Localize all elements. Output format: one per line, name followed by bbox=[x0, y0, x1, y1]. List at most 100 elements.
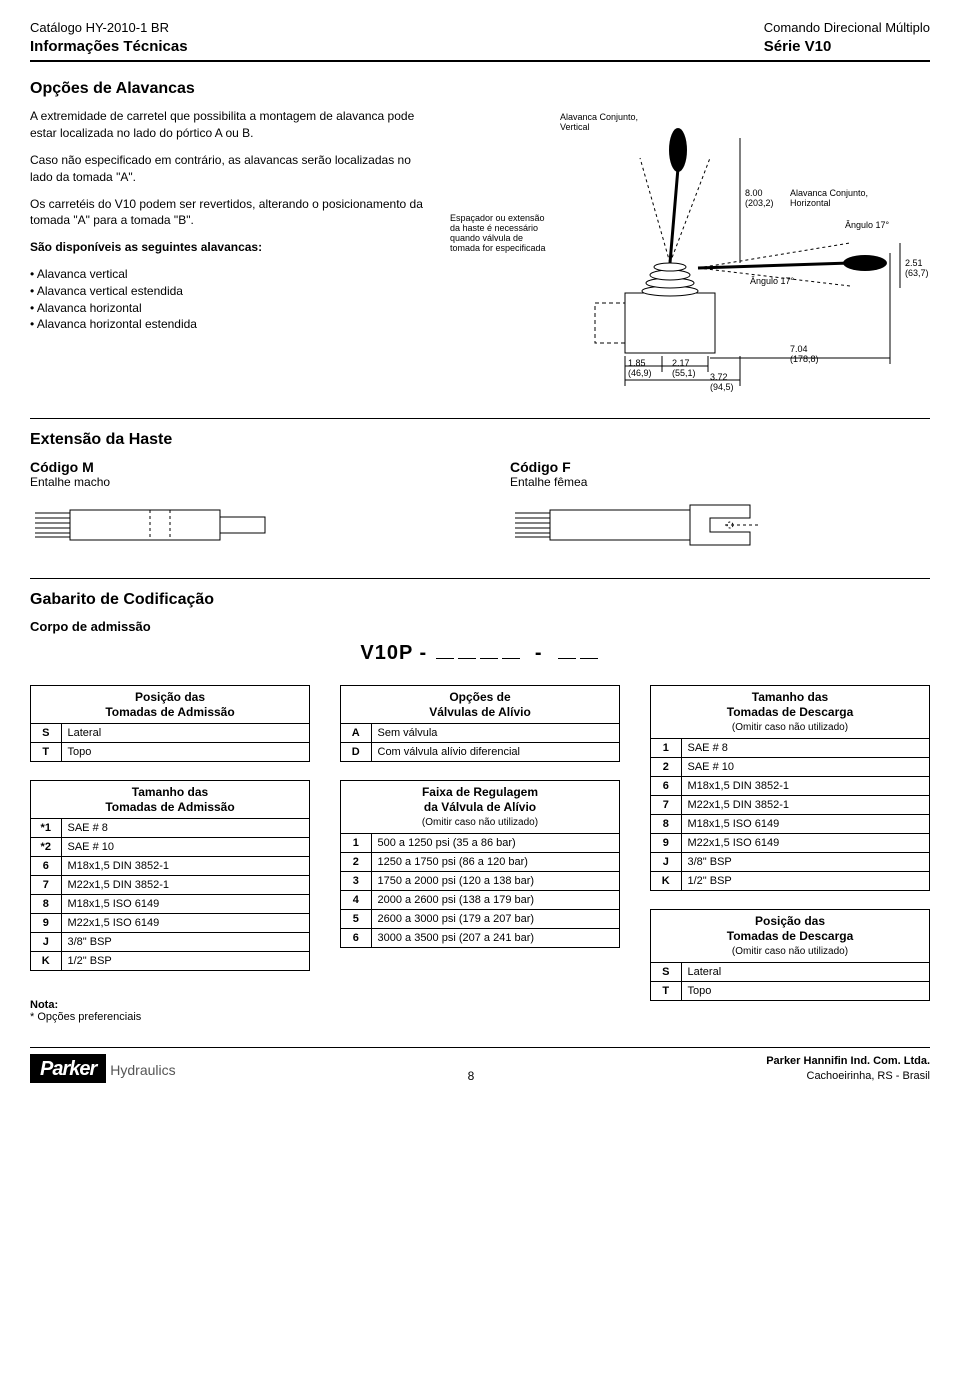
header-right: Comando Direcional Múltiplo Série V10 bbox=[764, 20, 930, 56]
cell: M18x1,5 ISO 6149 bbox=[681, 815, 929, 834]
opcoes-p4: São disponíveis as seguintes alavancas: bbox=[30, 239, 430, 256]
cell: M22x1,5 DIN 3852-1 bbox=[61, 875, 309, 894]
code-tables: Posição das Tomadas de Admissão SLateral… bbox=[30, 685, 930, 1023]
gabarito-sub: Corpo de admissão bbox=[30, 619, 930, 634]
bullet: Alavanca vertical bbox=[30, 266, 430, 283]
cell: 3/8" BSP bbox=[681, 853, 929, 872]
cell: K bbox=[651, 872, 681, 891]
dim-185: 1.85 (46,9) bbox=[628, 358, 652, 378]
cell: 1/2" BSP bbox=[61, 951, 309, 970]
cell: 2600 a 3000 psi (179 a 207 bar) bbox=[371, 909, 619, 928]
cell: J bbox=[31, 932, 61, 951]
codcol-3: Tamanho das Tomadas de Descarga (Omitir … bbox=[650, 685, 930, 1001]
cell: M22x1,5 ISO 6149 bbox=[681, 834, 929, 853]
page-header: Catálogo HY-2010-1 BR Informações Técnic… bbox=[30, 20, 930, 62]
cod-f-sub: Entalhe fêmea bbox=[510, 475, 930, 489]
dim-704: 7.04 (178,8) bbox=[790, 344, 819, 364]
lbl-conj-horizontal: Alavanca Conjunto, Horizontal bbox=[790, 188, 868, 208]
bullet: Alavanca horizontal estendida bbox=[30, 316, 430, 333]
cod-f-title: Código F bbox=[510, 459, 930, 475]
lbl-conj-vertical: Alavanca Conjunto, Vertical bbox=[560, 112, 638, 132]
femea-diagram bbox=[510, 495, 790, 555]
codcol-2: Opções de Válvulas de Alívio ASem válvul… bbox=[340, 685, 620, 948]
cell: 7 bbox=[651, 796, 681, 815]
tbl-tam-desc: Tamanho das Tomadas de Descarga (Omitir … bbox=[650, 685, 930, 891]
cell: M18x1,5 DIN 3852-1 bbox=[681, 777, 929, 796]
tbl-title: Posição das Tomadas de Descarga (Omitir … bbox=[651, 910, 929, 963]
cod-m-title: Código M bbox=[30, 459, 450, 475]
cell: 8 bbox=[31, 894, 61, 913]
hydraulics-label: Hydraulics bbox=[110, 1062, 175, 1078]
nota-text: * Opções preferenciais bbox=[30, 1011, 141, 1023]
page-number: 8 bbox=[468, 1069, 475, 1083]
code-prefix: V10P - bbox=[360, 642, 427, 664]
tbl-title-text: Tamanho das Tomadas de Descarga bbox=[727, 690, 854, 718]
tbl-title-text: Faixa de Regulagem da Válvula de Alívio bbox=[422, 785, 538, 813]
series: Série V10 bbox=[764, 37, 930, 57]
cell: M18x1,5 DIN 3852-1 bbox=[61, 856, 309, 875]
tbl-pos-adm: Posição das Tomadas de Admissão SLateral… bbox=[30, 685, 310, 762]
tbl-title: Posição das Tomadas de Admissão bbox=[31, 686, 309, 724]
section-gabarito-title: Gabarito de Codificação bbox=[30, 591, 930, 609]
cell: 2 bbox=[341, 852, 371, 871]
opcoes-p2: Caso não especificado em contrário, as a… bbox=[30, 152, 430, 186]
dim-800: 8.00 (203,2) bbox=[745, 188, 774, 208]
cell: Topo bbox=[681, 981, 929, 1000]
cell: 6 bbox=[341, 928, 371, 947]
tbl-title: Tamanho das Tomadas de Admissão bbox=[31, 781, 309, 819]
section-opcoes-title: Opções de Alavancas bbox=[30, 80, 930, 98]
cell: *2 bbox=[31, 837, 61, 856]
catalog-id: Catálogo HY-2010-1 BR bbox=[30, 20, 188, 37]
tbl-pos-desc: Posição das Tomadas de Descarga (Omitir … bbox=[650, 909, 930, 1001]
divider bbox=[30, 418, 930, 419]
cell: M18x1,5 ISO 6149 bbox=[61, 894, 309, 913]
cell: 2 bbox=[651, 758, 681, 777]
cell: 4 bbox=[341, 890, 371, 909]
product-name: Comando Direcional Múltiplo bbox=[764, 20, 930, 37]
lever-diagram: Alavanca Conjunto, Vertical Espaçador ou… bbox=[450, 108, 930, 398]
footer-right: Parker Hannifin Ind. Com. Ltda. Cachoeir… bbox=[766, 1054, 930, 1083]
tbl-paren: (Omitir caso não utilizado) bbox=[422, 817, 538, 828]
company-name: Parker Hannifin Ind. Com. Ltda. bbox=[766, 1054, 930, 1068]
cell: 6 bbox=[31, 856, 61, 875]
tbl-title: Opções de Válvulas de Alívio bbox=[341, 686, 619, 724]
tbl-title: Faixa de Regulagem da Válvula de Alívio … bbox=[341, 781, 619, 834]
cell: 6 bbox=[651, 777, 681, 796]
opcoes-text: A extremidade de carretel que possibilit… bbox=[30, 108, 430, 398]
cell: S bbox=[31, 724, 61, 743]
tbl-faixa: Faixa de Regulagem da Válvula de Alívio … bbox=[340, 780, 620, 948]
codcol-1: Posição das Tomadas de Admissão SLateral… bbox=[30, 685, 310, 1023]
ext-col-m: Código M Entalhe macho bbox=[30, 459, 450, 558]
tbl-paren: (Omitir caso não utilizado) bbox=[732, 722, 848, 733]
opcoes-row: A extremidade de carretel que possibilit… bbox=[30, 108, 930, 398]
parker-logo: Parker bbox=[30, 1054, 106, 1083]
cell: 3/8" BSP bbox=[61, 932, 309, 951]
cell: 9 bbox=[651, 834, 681, 853]
tbl-title-text: Posição das Tomadas de Descarga bbox=[727, 914, 854, 942]
dim-217: 2.17 (55,1) bbox=[672, 358, 696, 378]
bullet: Alavanca horizontal bbox=[30, 300, 430, 317]
dim-251: 2.51 (63,7) bbox=[905, 258, 929, 278]
cell: 500 a 1250 psi (35 a 86 bar) bbox=[371, 834, 619, 853]
cell: M22x1,5 ISO 6149 bbox=[61, 913, 309, 932]
footer-left: Parker Hydraulics bbox=[30, 1054, 176, 1083]
cell: Sem válvula bbox=[371, 724, 619, 743]
header-left: Catálogo HY-2010-1 BR Informações Técnic… bbox=[30, 20, 188, 56]
cell: 3000 a 3500 psi (207 a 241 bar) bbox=[371, 928, 619, 947]
cell: J bbox=[651, 853, 681, 872]
cell: *1 bbox=[31, 819, 61, 838]
doc-section: Informações Técnicas bbox=[30, 37, 188, 57]
cell: M22x1,5 DIN 3852-1 bbox=[681, 796, 929, 815]
cell: SAE # 8 bbox=[61, 819, 309, 838]
cell: 5 bbox=[341, 909, 371, 928]
cell: A bbox=[341, 724, 371, 743]
lbl-ang17b: Ângulo 17° bbox=[750, 276, 794, 286]
cell: S bbox=[651, 963, 681, 982]
dim-372: 3.72 (94,5) bbox=[710, 372, 734, 392]
ext-col-f: Código F Entalhe fêmea bbox=[510, 459, 930, 558]
extensao-row: Código M Entalhe macho Código F Entalhe … bbox=[30, 459, 930, 558]
cell: T bbox=[651, 981, 681, 1000]
opcoes-p1: A extremidade de carretel que possibilit… bbox=[30, 108, 430, 142]
cell: Topo bbox=[61, 743, 309, 762]
cell: 9 bbox=[31, 913, 61, 932]
